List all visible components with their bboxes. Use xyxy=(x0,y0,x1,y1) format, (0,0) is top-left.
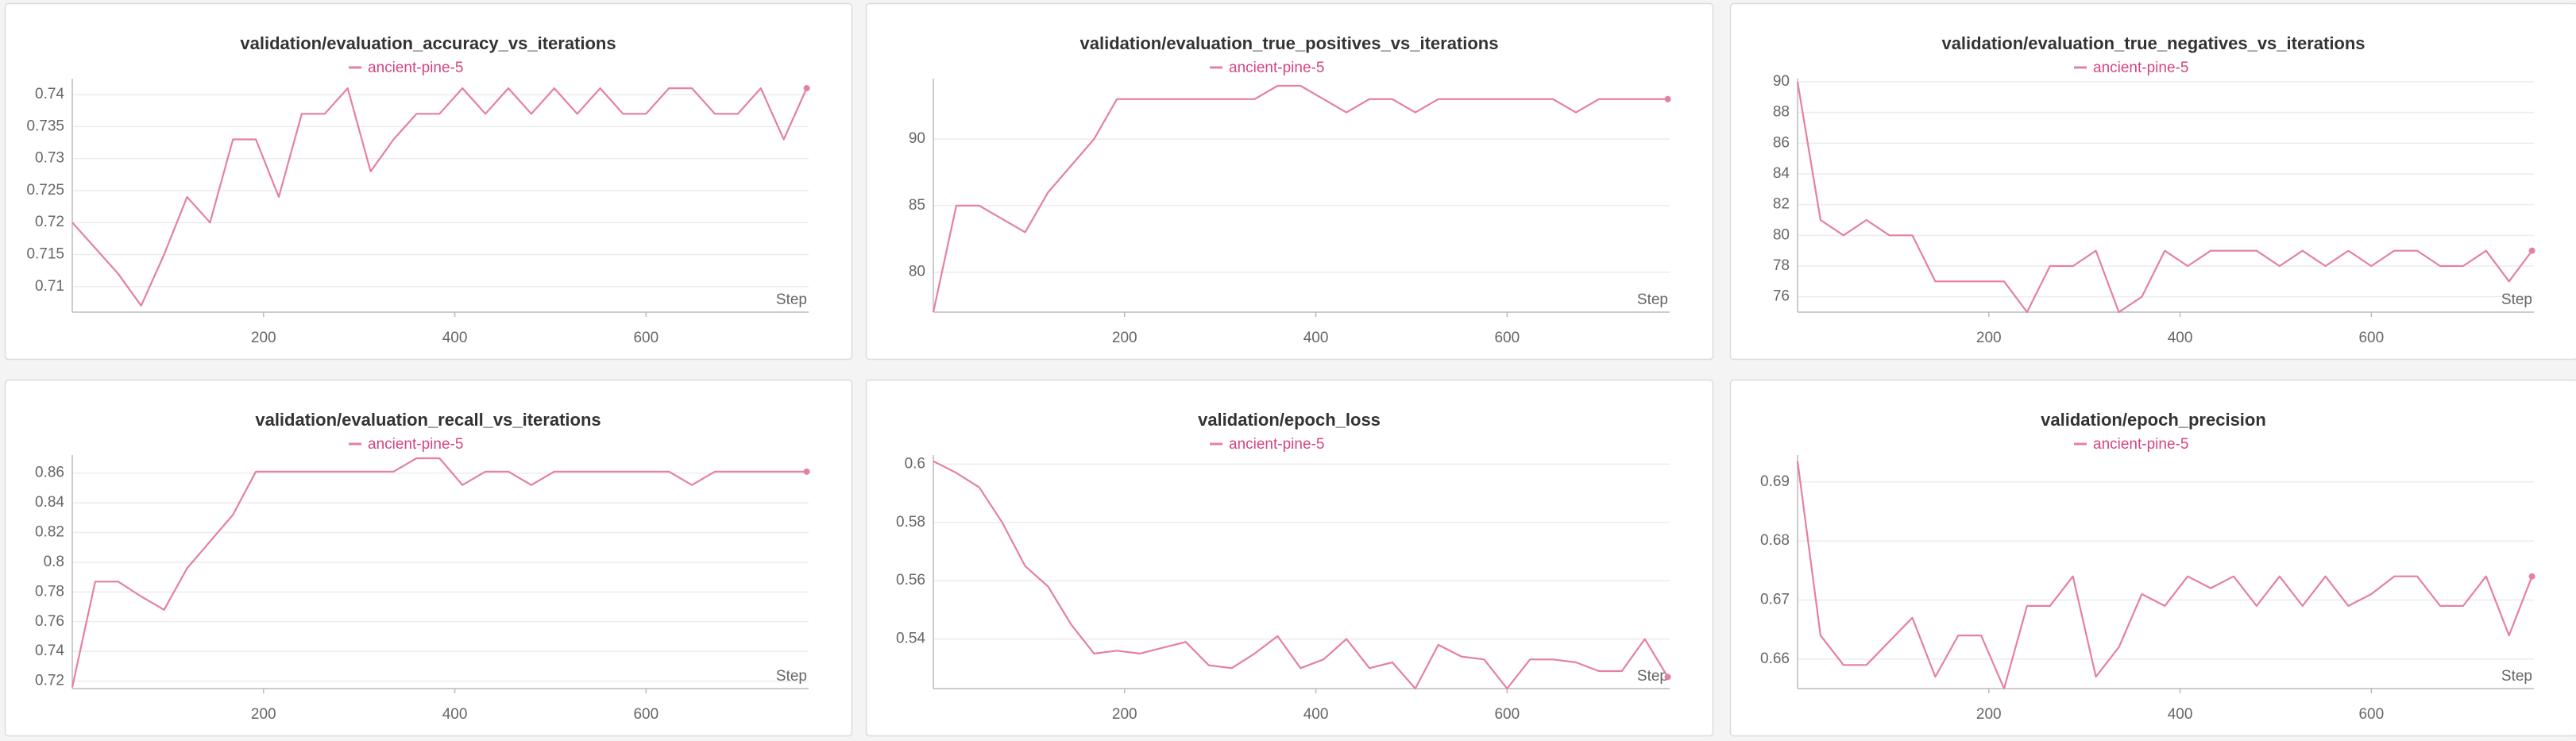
x-tick-label: 600 xyxy=(1494,706,1520,723)
y-tick-label: 85 xyxy=(909,197,925,214)
line-series xyxy=(1796,461,2533,690)
y-tick-label: 90 xyxy=(909,130,925,147)
chart-title: validation/epoch_precision xyxy=(2041,410,2266,430)
panel-background xyxy=(4,379,853,737)
x-axis-label: Step xyxy=(776,291,807,308)
x-axis-label: Step xyxy=(776,668,807,685)
x-axis-label: Step xyxy=(1637,291,1668,308)
panel-background xyxy=(4,2,853,361)
y-tick-label: 0.72 xyxy=(35,214,64,230)
y-tick-label: 88 xyxy=(1773,104,1790,121)
x-tick-label: 600 xyxy=(633,330,658,346)
x-axis-label: Step xyxy=(1637,668,1668,685)
y-tick-label: 0.74 xyxy=(35,86,64,102)
line-series xyxy=(71,457,807,688)
y-tick-label: 90 xyxy=(1773,73,1790,90)
y-tick-label: 78 xyxy=(1773,257,1790,274)
x-tick-label: 200 xyxy=(1112,706,1137,723)
y-tick-label: 0.66 xyxy=(1760,650,1790,667)
last-point xyxy=(803,468,810,475)
y-tick-label: 80 xyxy=(1773,226,1790,243)
y-tick-label: 0.74 xyxy=(35,643,64,659)
y-tick-label: 0.68 xyxy=(1760,532,1790,549)
last-point xyxy=(2528,247,2535,254)
y-tick-label: 84 xyxy=(1773,165,1790,182)
panel-background xyxy=(865,2,1714,361)
x-axis-label: Step xyxy=(2501,668,2532,685)
last-point xyxy=(1664,95,1671,102)
x-axis-label: Step xyxy=(2501,291,2532,308)
y-tick-label: 0.84 xyxy=(35,494,64,511)
y-tick-label: 0.56 xyxy=(896,572,925,589)
x-tick-label: 600 xyxy=(633,706,658,723)
chart-title: validation/epoch_loss xyxy=(1198,410,1381,430)
y-tick-label: 0.54 xyxy=(896,631,925,647)
legend-label: ancient-pine-5 xyxy=(2093,436,2188,453)
x-tick-label: 200 xyxy=(251,330,276,346)
x-tick-label: 400 xyxy=(2168,706,2193,723)
x-tick-label: 400 xyxy=(1303,330,1329,346)
x-tick-label: 400 xyxy=(2168,330,2193,346)
chart-title: validation/evaluation_recall_vs_iteratio… xyxy=(255,410,601,430)
chart-panel: validation/evaluation_accuracy_vs_iterat… xyxy=(4,2,853,361)
y-tick-label: 80 xyxy=(909,264,925,280)
legend-label: ancient-pine-5 xyxy=(368,60,463,76)
y-tick-label: 0.725 xyxy=(26,182,64,199)
line-series xyxy=(932,84,1668,313)
legend-label: ancient-pine-5 xyxy=(1229,436,1324,453)
y-tick-label: 86 xyxy=(1773,134,1790,151)
chart-panel: validation/epoch_loss ancient-pine-5 0.54 0… xyxy=(865,379,1714,737)
x-tick-label: 200 xyxy=(1112,330,1137,346)
panel-background xyxy=(865,379,1714,737)
y-tick-label: 76 xyxy=(1773,288,1790,305)
y-tick-label: 0.67 xyxy=(1760,591,1790,608)
x-tick-label: 400 xyxy=(1303,706,1329,723)
y-tick-label: 0.71 xyxy=(35,278,64,295)
line-series xyxy=(933,460,1669,690)
y-tick-label: 0.6 xyxy=(905,455,925,472)
x-tick-label: 200 xyxy=(1976,706,2002,723)
last-point xyxy=(1664,673,1671,681)
last-point xyxy=(2528,573,2535,580)
chart-panel: validation/evaluation_recall_vs_iteratio… xyxy=(4,379,853,737)
x-tick-label: 200 xyxy=(251,706,276,723)
y-tick-label: 0.58 xyxy=(896,514,925,531)
x-tick-label: 400 xyxy=(442,330,468,346)
y-tick-label: 0.73 xyxy=(35,150,64,167)
panel-background xyxy=(1729,379,2576,737)
x-tick-label: 600 xyxy=(2358,706,2384,723)
y-tick-label: 0.735 xyxy=(26,118,64,134)
panel-background xyxy=(1729,2,2576,361)
y-tick-label: 0.78 xyxy=(35,583,64,600)
x-tick-label: 200 xyxy=(1976,330,2002,346)
legend-label: ancient-pine-5 xyxy=(368,436,463,453)
y-tick-label: 82 xyxy=(1773,196,1790,213)
chart-title: validation/evaluation_true_negatives_vs_… xyxy=(1941,33,2365,53)
chart-panel: validation/epoch_precision ancient-pine-5… xyxy=(1729,379,2576,737)
chart-title: validation/evaluation_accuracy_vs_iterat… xyxy=(240,33,616,53)
y-tick-label: 0.715 xyxy=(26,246,64,263)
line-series xyxy=(1796,81,2533,314)
line-series xyxy=(71,87,808,307)
chart-panel: validation/evaluation_true_negatives_vs_… xyxy=(1729,2,2576,361)
x-tick-label: 600 xyxy=(2358,330,2384,346)
y-tick-label: 0.72 xyxy=(35,673,64,689)
legend-label: ancient-pine-5 xyxy=(1229,60,1324,76)
last-point xyxy=(803,85,810,92)
legend-label: ancient-pine-5 xyxy=(2093,60,2188,76)
y-tick-label: 0.82 xyxy=(35,524,64,541)
y-tick-label: 0.69 xyxy=(1760,473,1790,490)
y-tick-label: 0.76 xyxy=(35,613,64,630)
chart-title: validation/evaluation_true_positives_vs_… xyxy=(1080,33,1499,53)
y-tick-label: 0.86 xyxy=(35,465,64,481)
y-tick-label: 0.8 xyxy=(44,554,64,570)
x-tick-label: 400 xyxy=(442,706,468,723)
x-tick-label: 600 xyxy=(1494,330,1520,346)
chart-panel: validation/evaluation_true_positives_vs_… xyxy=(865,2,1714,361)
